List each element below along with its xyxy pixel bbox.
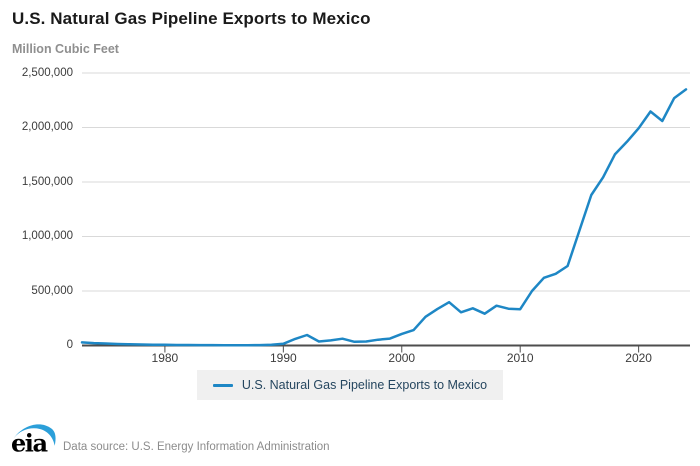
horizontal-gridlines: [82, 72, 690, 292]
x-tick-label: 2020: [625, 351, 652, 365]
y-tick-label: 2,500,000: [21, 66, 73, 79]
y-tick-label: 1,000,000: [21, 230, 73, 242]
x-axis-tick-marks: [164, 346, 640, 353]
y-tick-label: 0: [66, 339, 73, 351]
y-tick-label: 500,000: [31, 284, 73, 297]
eia-logo: eia: [11, 424, 56, 458]
chart-title: U.S. Natural Gas Pipeline Exports to Mex…: [12, 9, 371, 28]
legend: U.S. Natural Gas Pipeline Exports to Mex…: [0, 370, 700, 400]
data-source-text: Data source: U.S. Energy Information Adm…: [63, 441, 330, 453]
series-line-swatch-icon: [212, 383, 233, 387]
x-tick-label: 1990: [269, 351, 297, 365]
svg-text:eia: eia: [11, 429, 49, 458]
x-tick-label: 2010: [506, 351, 534, 365]
x-tick-label: 2000: [388, 351, 416, 365]
y-tick-label: 2,000,000: [21, 121, 73, 133]
x-tick-label: 1980: [151, 351, 179, 365]
legend-item-label: U.S. Natural Gas Pipeline Exports to Mex…: [241, 378, 488, 392]
chart-units-label: Million Cubic Feet: [12, 42, 119, 56]
y-tick-label: 1,500,000: [21, 175, 73, 188]
legend-item[interactable]: U.S. Natural Gas Pipeline Exports to Mex…: [196, 370, 504, 400]
series-line[interactable]: [80, 88, 688, 347]
